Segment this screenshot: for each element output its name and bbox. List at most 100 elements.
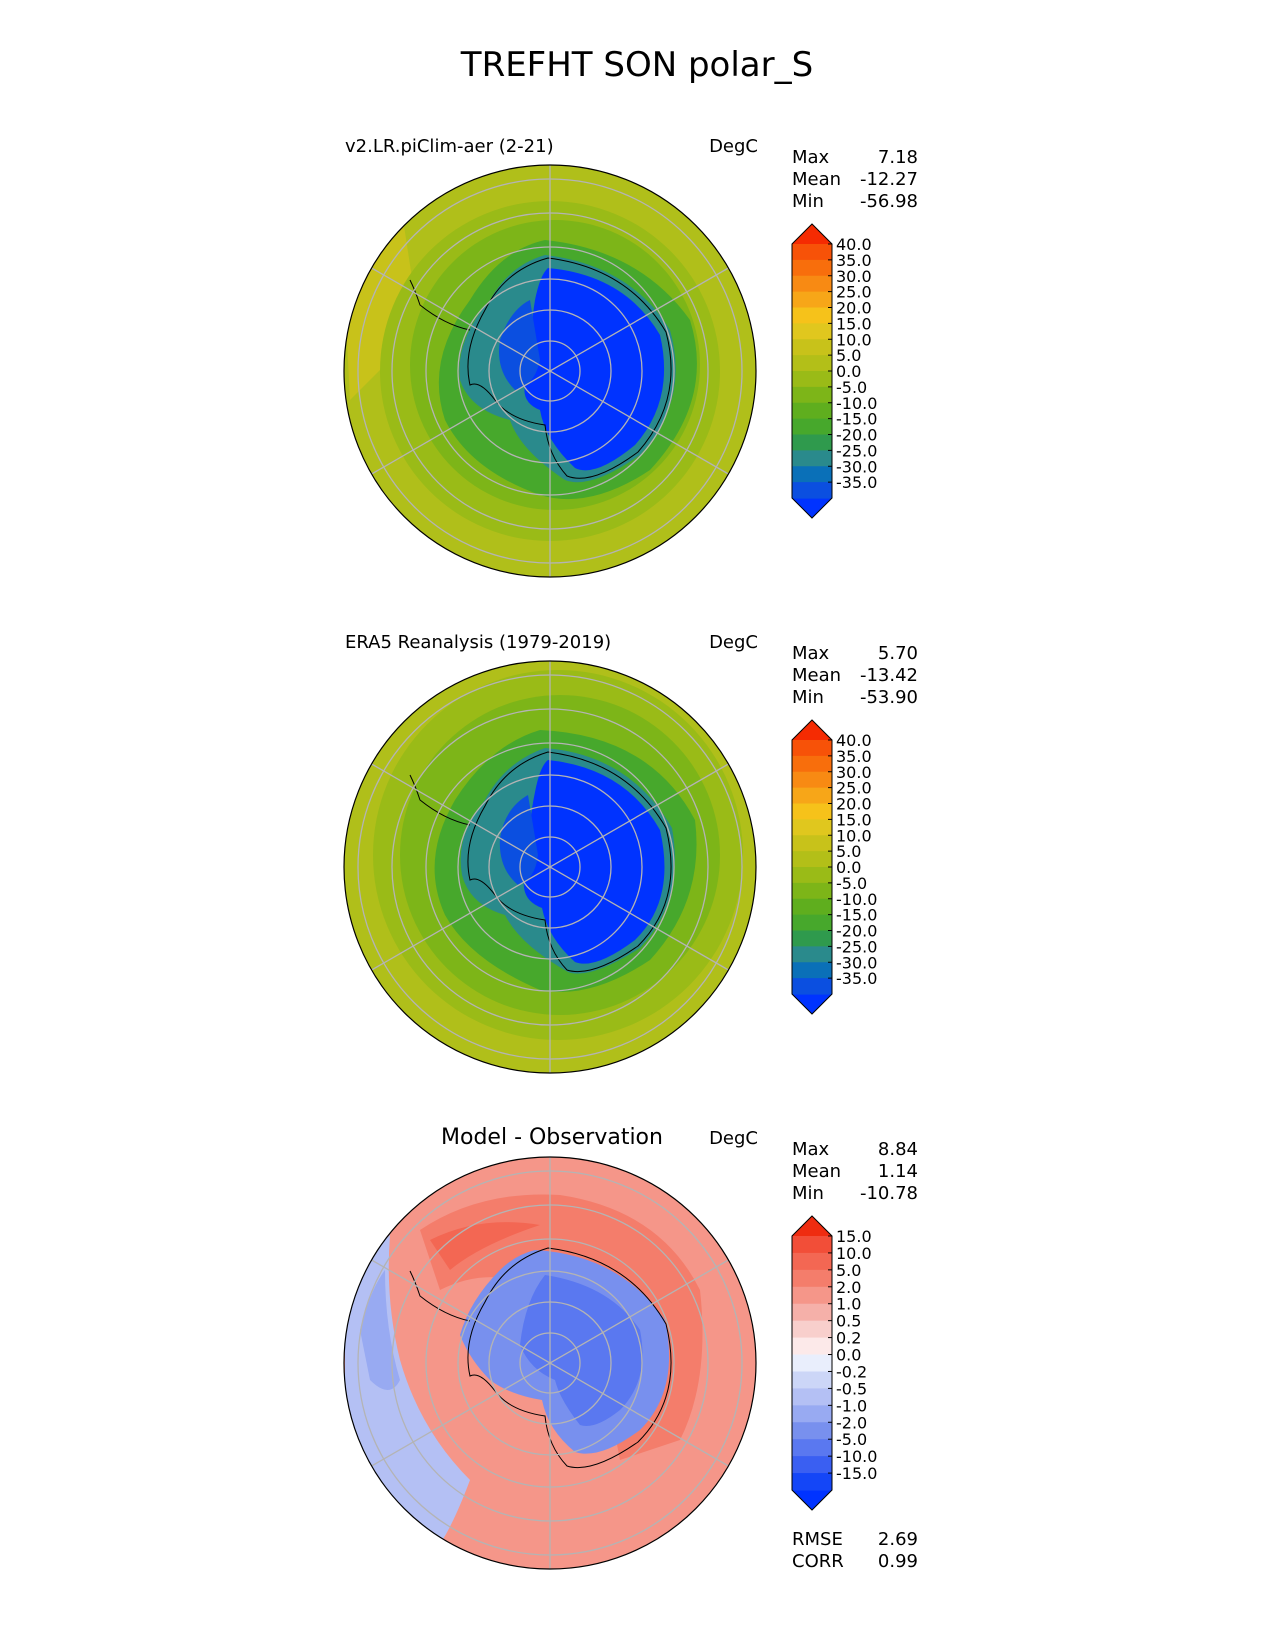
colorbar-tick-label: 20.0 (836, 299, 872, 318)
colorbar-tick-label: 5.0 (836, 1261, 861, 1280)
peninsula-coastline (409, 279, 471, 331)
colorbar-tick-label: -0.2 (836, 1362, 867, 1381)
stat-min-label: Min (792, 687, 824, 708)
colorbar-tick-label: 10.0 (836, 330, 872, 349)
units-label: DegC (709, 632, 758, 653)
colorbar-band (792, 466, 832, 483)
polar-map (344, 165, 756, 577)
colorbar-band (792, 450, 832, 467)
colorbar-tick-label: 0.0 (836, 1346, 861, 1365)
stat-mean-label: Mean (792, 1161, 841, 1182)
peninsula-coastline (409, 774, 471, 826)
colorbar-extension-bottom (792, 1490, 832, 1510)
colorbar: 15.010.05.02.01.00.50.20.0-0.2-0.5-1.0-2… (791, 1215, 877, 1511)
stat-max-label: Max (792, 643, 830, 664)
colorbar-tick-label: -15.0 (836, 906, 877, 925)
colorbar-tick-label: -20.0 (836, 426, 877, 445)
colorbar-band (792, 867, 832, 884)
stat-min-value: -53.90 (860, 687, 918, 708)
colorbar-band (792, 339, 832, 356)
polar-map (344, 661, 756, 1073)
colorbar-outline (791, 223, 833, 519)
map-field-west-ice (499, 300, 540, 390)
colorbar-band (792, 1337, 832, 1356)
map-border (343, 1156, 757, 1570)
stat-mean-value: -12.27 (860, 169, 918, 190)
colorbar-band (792, 1320, 832, 1339)
colorbar-band (792, 1388, 832, 1406)
panel-title: Model - Observation (441, 1125, 663, 1150)
stat-mean-label: Mean (792, 169, 841, 190)
colorbar-tick-label: 35.0 (836, 747, 872, 766)
colorbar-band (792, 1354, 832, 1373)
colorbar-tick-label: -5.0 (836, 378, 867, 397)
colorbar-tick-label: -35.0 (836, 473, 877, 492)
colorbar-tick-label: 40.0 (836, 731, 872, 750)
colorbar-tick-label: -10.0 (836, 394, 877, 413)
colorbar-band (792, 930, 832, 947)
colorbar-tick-label: -30.0 (836, 953, 877, 972)
colorbar-tick-label: 2.0 (836, 1278, 861, 1297)
colorbar-tick-label: 30.0 (836, 267, 872, 286)
colorbar-tick-label: 40.0 (836, 235, 872, 254)
corr-label: CORR (792, 1551, 844, 1572)
colorbar-band (792, 1236, 832, 1254)
colorbar-band (792, 882, 832, 900)
stats-box: Max 8.84 Mean 1.14 Min -10.78 (792, 1139, 918, 1204)
colorbar-outline (791, 1215, 833, 1511)
colorbar-band (792, 898, 832, 916)
colorbar-extension-bottom (792, 994, 832, 1014)
colorbar-tick-label: 0.2 (836, 1329, 861, 1348)
colorbar-band (792, 978, 832, 995)
colorbar-tick-label: -10.0 (836, 890, 877, 909)
colorbar-tick-label: 35.0 (836, 251, 872, 270)
panel-observation: ERA5 Reanalysis (1979-2019) DegC (343, 632, 918, 1074)
colorbar-band (792, 371, 832, 388)
rmse-value: 2.69 (878, 1529, 918, 1550)
panel-title: ERA5 Reanalysis (1979-2019) (345, 632, 611, 653)
colorbar-tick-label: -20.0 (836, 922, 877, 941)
stat-min-label: Min (792, 1183, 824, 1204)
stat-mean-value: -13.42 (860, 665, 918, 686)
colorbar-band (792, 755, 832, 773)
colorbar-band (792, 244, 832, 261)
colorbar-tick-label: 15.0 (836, 314, 872, 333)
colorbar-band (792, 914, 832, 932)
colorbar-tick-label: -30.0 (836, 457, 877, 476)
colorbar-band (792, 946, 832, 963)
colorbar-band (792, 1422, 832, 1440)
peninsula-coastline (409, 1270, 471, 1322)
coastline (467, 1247, 672, 1469)
colorbar-band (792, 962, 832, 979)
stats-box: Max 5.70 Mean -13.42 Min -53.90 (792, 643, 918, 708)
colorbar-band (792, 307, 832, 324)
colorbar-band (792, 1371, 832, 1389)
colorbar-tick-label: 25.0 (836, 779, 872, 798)
colorbar-band (792, 1405, 832, 1423)
stat-mean-value: 1.14 (878, 1161, 918, 1182)
colorbar-band (792, 1252, 832, 1271)
colorbar-tick-label: 5.0 (836, 842, 861, 861)
panel-title: v2.LR.piClim-aer (2-21) (345, 136, 554, 157)
colorbar-tick-label: 10.0 (836, 1244, 872, 1263)
colorbar-band (792, 482, 832, 499)
colorbar-extension-bottom (792, 498, 832, 518)
map-field-ice-sheet (524, 268, 665, 471)
graticule (357, 1157, 743, 1569)
panel-model: v2.LR.piClim-aer (2-21) DegC (343, 136, 918, 578)
colorbar-tick-label: 15.0 (836, 1227, 872, 1246)
polar-map (344, 1157, 756, 1569)
metrics-box: RMSE 2.69 CORR 0.99 (792, 1529, 918, 1572)
colorbar-band (792, 835, 832, 852)
graticule (357, 661, 743, 1073)
colorbar-band (792, 1269, 832, 1288)
stat-min-value: -56.98 (860, 191, 918, 212)
rmse-label: RMSE (792, 1529, 843, 1550)
map-field-west-ice (499, 795, 538, 885)
colorbar-band (792, 275, 832, 293)
colorbar-band (792, 323, 832, 340)
stat-max-value: 7.18 (878, 147, 918, 168)
colorbar-tick-label: -2.0 (836, 1413, 867, 1432)
colorbar-extension-top (792, 720, 832, 740)
colorbar-band (792, 787, 832, 805)
